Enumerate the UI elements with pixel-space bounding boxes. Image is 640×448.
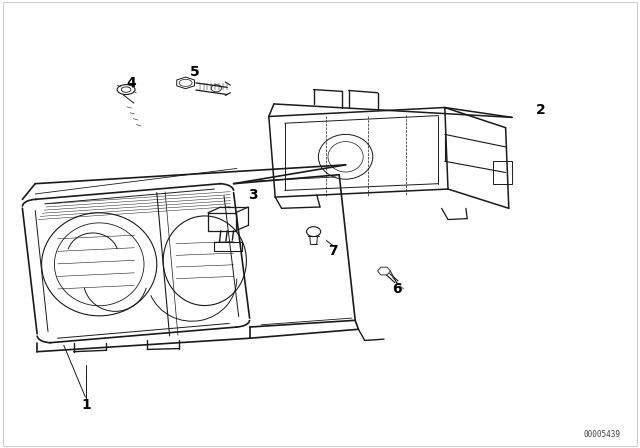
Text: 7: 7 [328, 244, 338, 258]
Text: 6: 6 [392, 282, 402, 296]
Text: 00005439: 00005439 [584, 430, 621, 439]
Text: 2: 2 [536, 103, 546, 117]
Text: 4: 4 [126, 76, 136, 90]
Text: 5: 5 [190, 65, 200, 79]
Text: 3: 3 [248, 188, 258, 202]
Bar [493, 161, 512, 184]
Text: 1: 1 [81, 398, 92, 413]
